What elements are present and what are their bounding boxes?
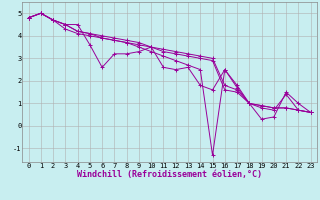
- X-axis label: Windchill (Refroidissement éolien,°C): Windchill (Refroidissement éolien,°C): [77, 170, 262, 179]
